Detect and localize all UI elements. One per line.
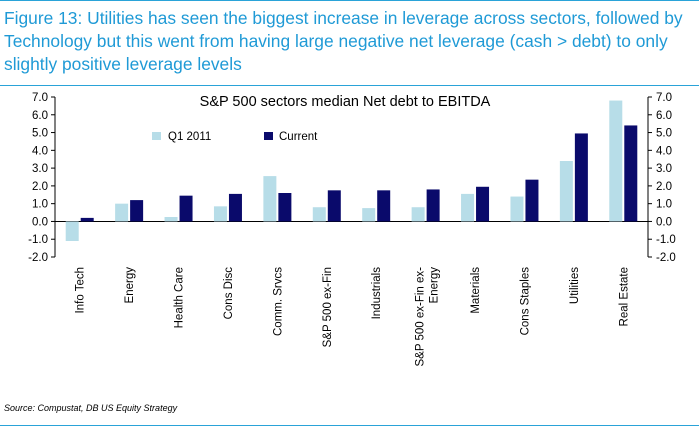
y-axis-left: -2.0 -1.0 0.0 1.0 2.0 3.0 4.0 5.0 6.0 7.0	[28, 92, 648, 264]
bar-q1-2011-energy	[115, 203, 129, 222]
x-tick-label-industrials: Industrials	[371, 267, 383, 320]
bar-q1-2011-cons-disc	[213, 206, 227, 222]
bar-q1-2011-health-care	[164, 217, 178, 222]
bar-current-info-tech	[80, 217, 94, 222]
bar-current-health-care	[179, 195, 193, 222]
y-axis-right: -2.0 -1.0 0.0 1.0 2.0 3.0 4.0 5.0 6.0 7.0	[647, 92, 676, 264]
legend: Q1 2011 Current	[152, 131, 318, 143]
y-tick-label-right: 1.0	[656, 199, 672, 211]
bar-current-utilities	[574, 133, 588, 222]
y-tick-label-right: 4.0	[656, 145, 672, 157]
bar-current-cons-disc	[228, 193, 242, 222]
bar-q1-2011-comm-srvcs	[263, 176, 277, 222]
legend-swatch-q1-2011	[152, 132, 161, 140]
bar-current-real-estate	[624, 125, 638, 222]
y-tick-label: 1.0	[32, 199, 48, 211]
y-tick-label: 3.0	[32, 163, 48, 175]
bar-current-s-p-500-ex-fin	[327, 190, 341, 222]
y-tick-label-right: 6.0	[656, 110, 672, 122]
bar-chart: S&P 500 sectors median Net debt to EBITD…	[28, 92, 676, 367]
bar-q1-2011-s-p-500-ex-fin-ex-energy	[411, 207, 425, 222]
bar-current-energy	[130, 200, 144, 222]
y-tick-label: 7.0	[32, 92, 48, 104]
y-tick-label-right: 3.0	[656, 163, 672, 175]
x-tick-label-cons-disc: Cons Disc	[223, 267, 235, 320]
x-axis-labels: Info Tech Energy Health Care Cons Disc Comm.…	[75, 267, 631, 367]
legend-label-q1-2011: Q1 2011	[168, 131, 211, 143]
y-tick-label-right: 0.0	[656, 216, 672, 228]
bar-q1-2011-industrials	[362, 208, 376, 222]
bar-q1-2011-info-tech	[65, 221, 79, 241]
bar-current-industrials	[377, 190, 391, 222]
x-tick-label-cons-staples: Cons Staples	[519, 267, 531, 336]
bar-current-materials	[476, 186, 490, 222]
x-tick-label-real-estate: Real Estate	[618, 267, 630, 326]
bar-q1-2011-s-p-500-ex-fin	[312, 207, 326, 222]
y-tick-label: -2.0	[28, 252, 48, 264]
y-tick-label: 0.0	[32, 216, 48, 228]
bar-q1-2011-materials	[461, 193, 475, 222]
bar-series	[65, 100, 638, 241]
x-tick-label-info-tech: Info Tech	[75, 267, 87, 313]
x-tick-label-s-p-500-ex-fin: S&P 500 ex-Fin	[322, 267, 334, 347]
bottom-divider	[0, 425, 699, 426]
x-tick-label-utilities: Utilities	[569, 267, 581, 304]
x-tick-label-energy: Energy	[124, 267, 136, 304]
x-tick-label-comm-srvcs: Comm. Srvcs	[272, 267, 284, 336]
bar-current-comm-srvcs	[278, 193, 292, 222]
bar-current-cons-staples	[525, 179, 539, 222]
y-tick-label: 5.0	[32, 128, 48, 140]
y-tick-label-right: 2.0	[656, 181, 672, 193]
y-tick-label-right: 7.0	[656, 92, 672, 104]
bar-current-s-p-500-ex-fin-ex-energy	[426, 189, 440, 222]
x-tick-label-s-p-500-ex-fin-ex-energy: S&P 500 ex-Fin ex- Energy	[415, 267, 441, 367]
y-tick-label: 2.0	[32, 181, 48, 193]
figure-caption: Figure 13: Utilities has seen the bigges…	[0, 0, 699, 86]
bar-q1-2011-cons-staples	[510, 196, 524, 222]
y-tick-label: -1.0	[28, 234, 48, 246]
legend-label-current: Current	[279, 131, 318, 143]
bar-q1-2011-utilities	[559, 161, 573, 222]
bar-q1-2011-real-estate	[609, 100, 623, 222]
y-tick-label-right: -1.0	[656, 234, 676, 246]
legend-swatch-current	[264, 132, 273, 140]
x-tick-label-materials: Materials	[470, 267, 482, 314]
chart-title: S&P 500 sectors median Net debt to EBITD…	[200, 94, 491, 110]
y-tick-label: 6.0	[32, 110, 48, 122]
y-tick-label: 4.0	[32, 145, 48, 157]
source-note: Source: Compustat, DB US Equity Strategy	[4, 403, 178, 413]
y-tick-label-right: 5.0	[656, 128, 672, 140]
y-tick-label-right: -2.0	[656, 252, 676, 264]
x-tick-label-health-care: Health Care	[174, 267, 186, 328]
